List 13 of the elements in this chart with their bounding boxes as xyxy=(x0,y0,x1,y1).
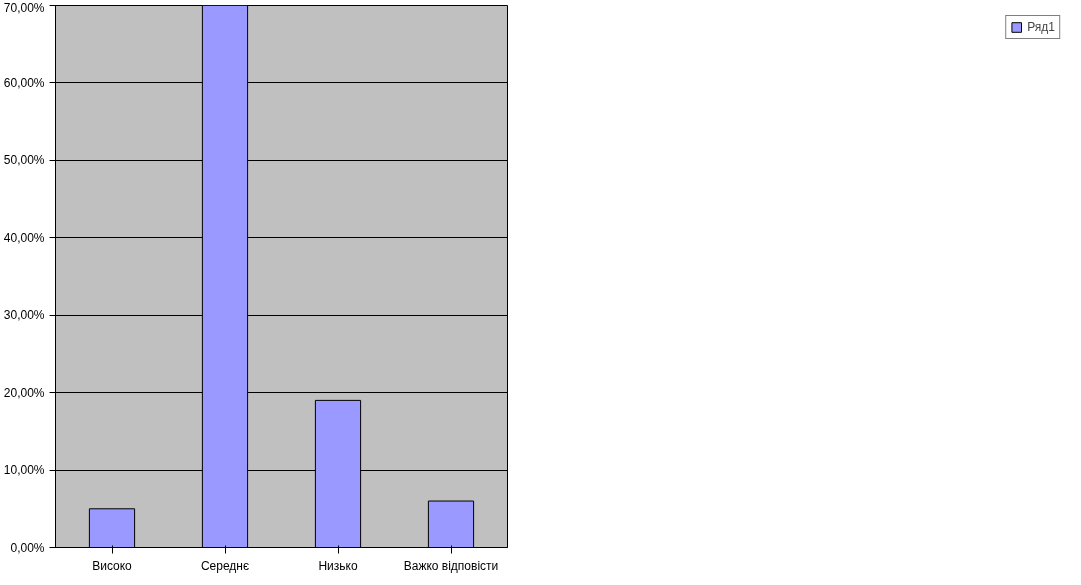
y-tick-label: 40,00% xyxy=(3,230,45,245)
y-tick-label: 50,00% xyxy=(3,153,45,168)
y-tick-label: 70,00% xyxy=(3,0,45,15)
x-tick-label: Високо xyxy=(92,558,133,573)
x-tick-label: Низько xyxy=(318,558,358,573)
y-tick-label: 30,00% xyxy=(3,308,45,323)
x-tick-label: Середнє xyxy=(200,558,250,573)
y-tick-label: 60,00% xyxy=(3,75,45,90)
y-tick-label: 10,00% xyxy=(3,463,45,478)
legend-label: Ряд1 xyxy=(1027,20,1055,34)
y-tick-label: 0,00% xyxy=(10,540,45,555)
x-tick-label: Важко відповісти xyxy=(403,558,499,573)
y-tick-label: 20,00% xyxy=(3,385,45,400)
